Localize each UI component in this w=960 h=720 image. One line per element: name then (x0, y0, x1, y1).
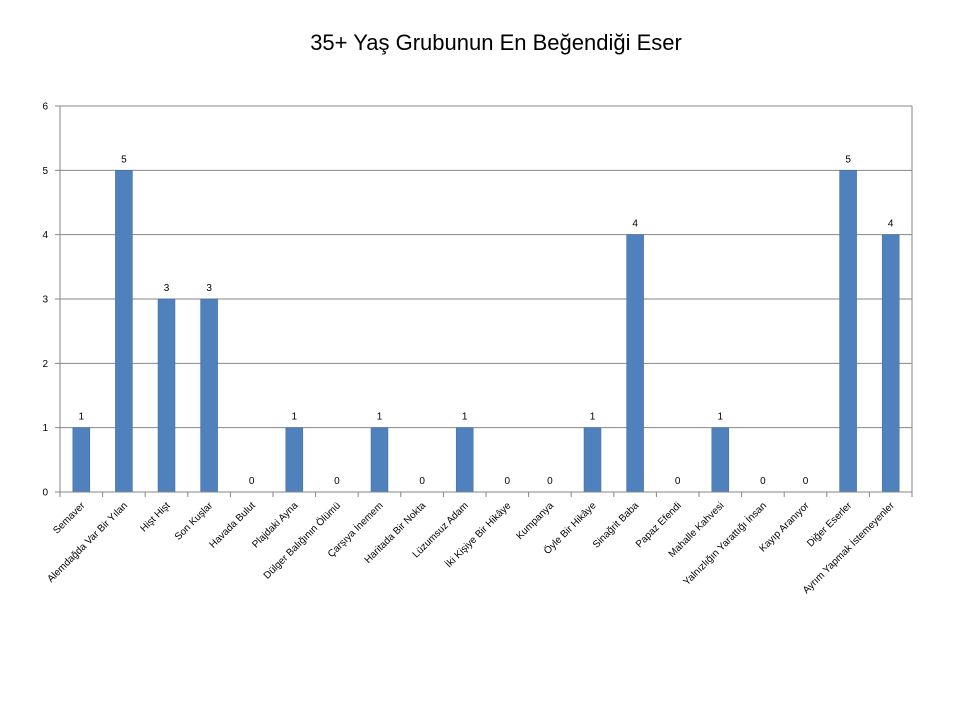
y-tick-label: 4 (42, 230, 48, 241)
data-label: 1 (590, 412, 596, 423)
category-label: Dülger Balığının Ölümü (261, 500, 343, 582)
data-label: 1 (79, 412, 85, 423)
bars (72, 170, 900, 493)
data-label: 5 (845, 154, 851, 165)
data-label: 0 (547, 476, 553, 487)
bar (72, 427, 91, 493)
y-tick-label: 3 (42, 295, 48, 306)
data-label: 4 (632, 219, 638, 230)
bar (455, 427, 474, 493)
axes (55, 105, 913, 497)
data-label: 5 (121, 154, 127, 165)
data-label: 0 (803, 476, 809, 487)
data-label: 0 (675, 476, 681, 487)
category-label: Hişt Hişt (139, 500, 173, 534)
bar (583, 427, 602, 493)
data-label: 0 (419, 476, 425, 487)
category-label: Yalnızlığın Yarattığı İnsan (680, 499, 769, 588)
data-label: 1 (292, 412, 298, 423)
data-label: 3 (206, 283, 212, 294)
category-label: Semaver (51, 500, 88, 537)
category-label: Kumpanya (514, 500, 556, 542)
category-label: Son Kuşlar (173, 500, 216, 543)
bar (839, 170, 857, 493)
bar (711, 427, 730, 493)
data-label: 1 (377, 412, 383, 423)
y-tick-label: 5 (42, 166, 48, 177)
y-tick-label: 0 (42, 488, 48, 499)
bar (881, 234, 900, 493)
data-label: 0 (760, 476, 766, 487)
bar (157, 298, 176, 493)
bar (115, 170, 133, 493)
data-label: 1 (718, 412, 724, 423)
bar (626, 234, 644, 493)
y-tick-label: 6 (42, 102, 48, 113)
bar (200, 298, 218, 493)
bar (370, 427, 389, 493)
data-label: 1 (462, 412, 468, 423)
chart-title: 35+ Yaş Grubunun En Beğendiği Eser (310, 30, 682, 55)
data-label: 0 (505, 476, 511, 487)
category-label: Alemdağda Var Bir Yılan (45, 500, 130, 585)
y-tick-label: 2 (42, 359, 48, 370)
data-label: 3 (164, 283, 170, 294)
data-label: 4 (888, 219, 894, 230)
data-label: 0 (249, 476, 255, 487)
y-tick-label: 1 (42, 423, 48, 434)
gridlines (60, 105, 912, 429)
data-label: 0 (334, 476, 340, 487)
bar (285, 427, 304, 493)
